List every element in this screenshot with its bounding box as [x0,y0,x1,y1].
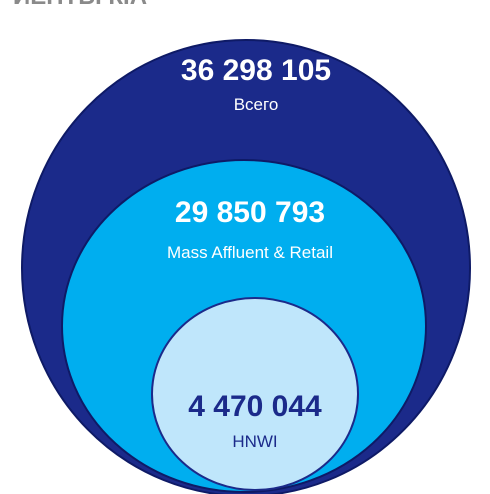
total-value: 36 298 105 [181,54,331,87]
hnwi-label: HNWI [232,432,277,451]
title: ИЕНТЫ КІА [13,0,147,10]
mass-value: 29 850 793 [175,196,325,229]
inner-circle [151,297,359,491]
mass-label: Mass Affluent & Retail [167,243,333,262]
total-label: Всего [234,95,279,114]
hnwi-value: 4 470 044 [188,390,322,423]
